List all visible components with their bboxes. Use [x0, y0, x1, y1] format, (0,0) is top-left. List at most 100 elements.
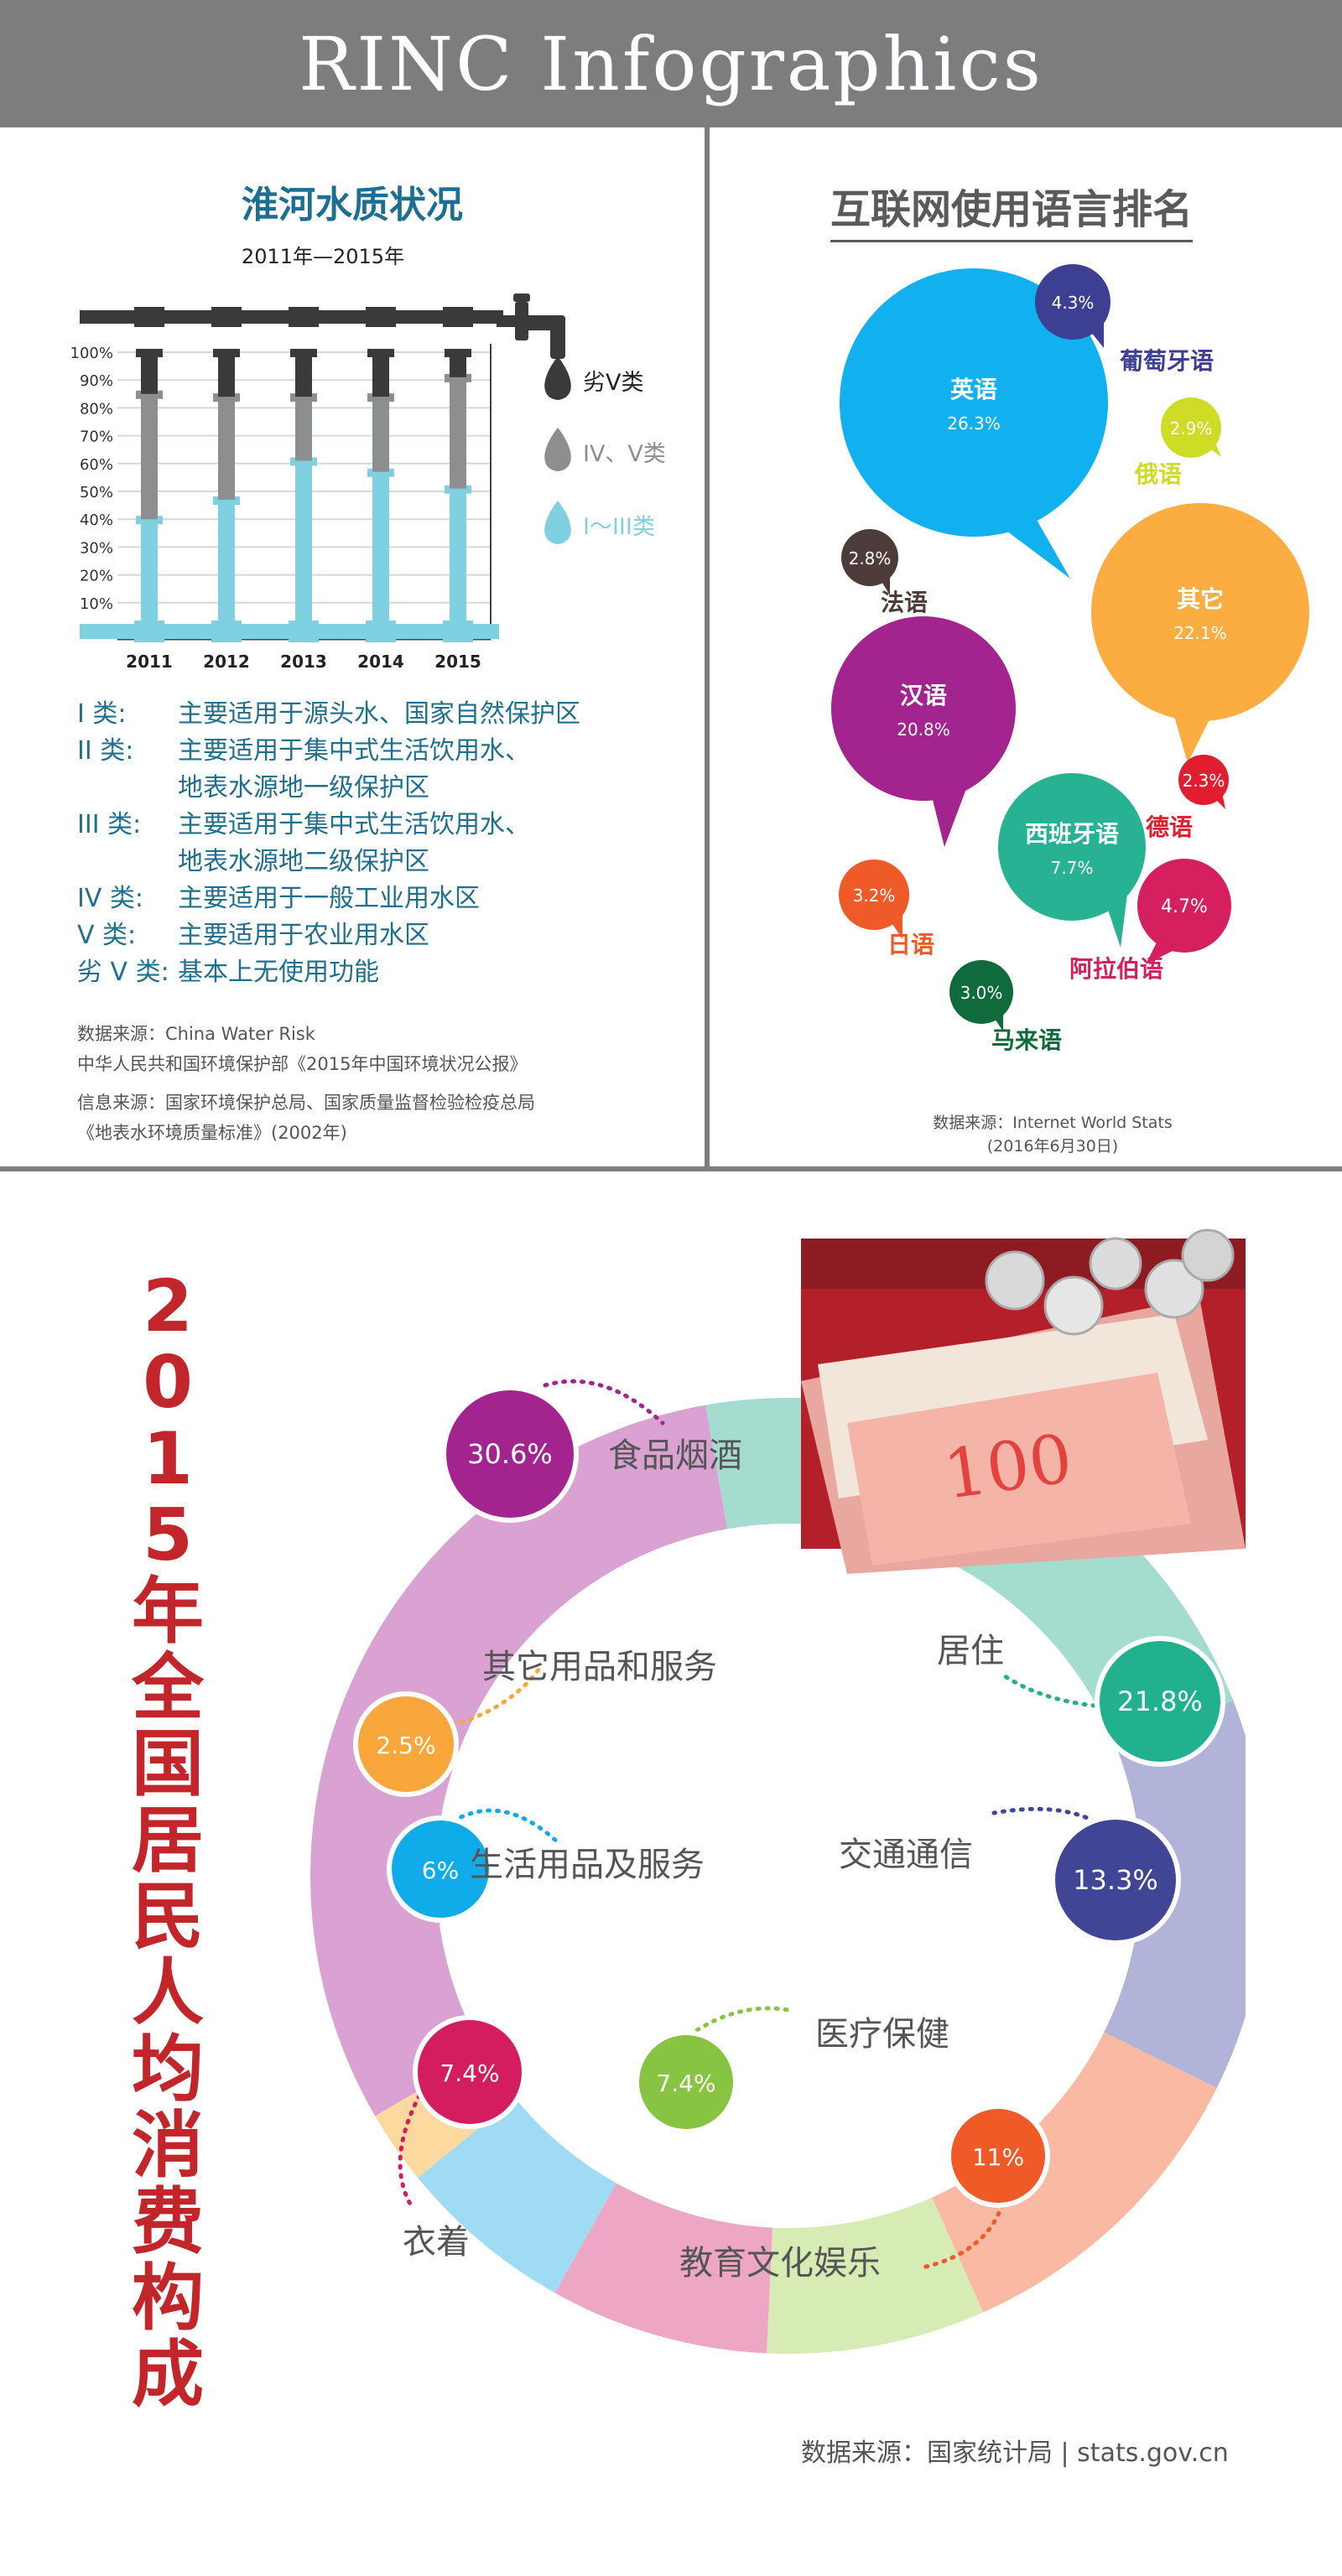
- consumption-source: 数据来源：国家统计局 | stats.gov.cn: [801, 2438, 1229, 2468]
- bubble-value: 4.7%: [1161, 896, 1208, 917]
- donut-segment: [767, 2197, 984, 2354]
- bar-segment: [372, 471, 389, 631]
- bubble-circle: [949, 960, 1013, 1024]
- bar-segment: [295, 397, 312, 461]
- spend-item: 7.4% 衣着: [398, 2015, 527, 2262]
- bubble-circle: [839, 860, 909, 930]
- donut-segment: [418, 2098, 616, 2293]
- dotted-arrow: [450, 1808, 560, 1845]
- bubble-value: 2.3%: [1183, 771, 1225, 791]
- category-label: 衣着: [403, 2223, 470, 2262]
- category-label: 其它用品和服务: [482, 1648, 717, 1686]
- definition-text: 地表水源地二级保护区: [178, 847, 429, 876]
- bar-segment: [218, 499, 235, 631]
- value-label: 7.4%: [440, 2059, 499, 2087]
- bubble-circle: [998, 773, 1146, 921]
- water-drop-icon: [544, 501, 571, 544]
- definition-row: IV 类: 主要适用于一般工业用水区: [77, 880, 580, 917]
- source-line: (2016年6月30日): [986, 1137, 1119, 1156]
- pipe-joint: [443, 621, 473, 642]
- donut-segment: [554, 2183, 772, 2354]
- value-circle: [1055, 1820, 1176, 1940]
- legend-label: IV、V类: [583, 441, 666, 467]
- title-character: 2: [143, 1265, 193, 1348]
- bubble-label: 日语: [887, 931, 934, 958]
- bubble-label: 西班牙语: [1025, 820, 1119, 848]
- pipe-joint: [367, 349, 394, 357]
- pipe-joint: [134, 621, 164, 642]
- water-sources: 数据来源：China Water Risk 中华人民共和国环境保护部《2015年…: [77, 1019, 535, 1148]
- title-character: 年: [132, 1570, 204, 1654]
- bar-segment: [372, 352, 389, 397]
- definition-text: 主要适用于集中式生活饮用水、: [178, 810, 530, 839]
- pipe-joint: [367, 468, 394, 477]
- pipe-joint: [289, 307, 319, 327]
- source-line: 数据来源：Internet World Stats: [933, 1114, 1173, 1132]
- bubble-circle: [1137, 859, 1231, 953]
- y-tick-label: 40%: [80, 512, 113, 529]
- value-label: 7.4%: [656, 2070, 715, 2097]
- spend-item: 7.4% 医疗保健: [634, 2006, 949, 2134]
- y-tick-label: 90%: [80, 372, 113, 390]
- x-tick-label: 2012: [203, 652, 250, 672]
- definition-class: I 类:: [77, 699, 127, 729]
- language-bubble: 英语 26.3%: [840, 268, 1108, 579]
- dotted-arrow: [991, 1806, 1097, 1824]
- definition-text: 主要适用于农业用水区: [178, 921, 429, 950]
- water-class-definitions: I 类: 主要适用于源头水、国家自然保护区 II 类: 主要适用于集中式生活饮用…: [77, 696, 580, 991]
- y-tick-label: 100%: [70, 345, 113, 362]
- language-source: 数据来源：Internet World Stats (2016年6月30日): [822, 1111, 1283, 1158]
- definition-row: III 类: 主要适用于集中式生活饮用水、 地表水源地二级保护区: [77, 807, 580, 880]
- bubble-label: 英语: [950, 376, 997, 403]
- definition-row: 劣 V 类: 基本上无使用功能: [77, 954, 580, 991]
- water-chart-title: 淮河水质状况: [242, 184, 463, 226]
- language-bubble: 4.7% 阿拉伯语: [1069, 859, 1231, 983]
- dotted-arrow: [450, 1664, 544, 1727]
- bubble-circle: [841, 529, 898, 586]
- title-character: 1: [143, 1417, 193, 1501]
- bubble-value: 22.1%: [1173, 623, 1227, 643]
- value-label: 30.6%: [467, 1438, 553, 1470]
- language-bubble: 2.3% 德语: [1146, 755, 1229, 841]
- spend-item: 2.5% 其它用品和服务: [353, 1648, 717, 1797]
- definition-class: 劣 V 类:: [77, 958, 169, 987]
- bar-segment: [141, 519, 158, 631]
- pipe-joint: [289, 621, 319, 642]
- value-circle: [446, 1390, 574, 1518]
- bubble-circle: [1161, 397, 1221, 458]
- value-circle: [418, 2020, 522, 2124]
- value-label: 6%: [422, 1857, 459, 1884]
- value-label: 2.5%: [376, 1732, 435, 1759]
- dotted-arrow: [1000, 1672, 1097, 1708]
- pipe-joint: [134, 307, 164, 327]
- category-label: 教育文化娱乐: [679, 2244, 881, 2283]
- value-circle: [358, 1696, 454, 1792]
- spend-item: 13.3% 交通通信: [839, 1806, 1181, 1945]
- y-tick-label: 60%: [80, 456, 113, 474]
- bar-segment: [450, 377, 466, 489]
- language-bubble: 汉语 20.8%: [831, 616, 1016, 847]
- donut-segment: [932, 2032, 1217, 2313]
- pipe-joint: [445, 349, 471, 357]
- language-bubble: 3.0% 马来语: [949, 960, 1062, 1054]
- y-tick-label: 50%: [80, 484, 113, 501]
- bubble-value: 2.8%: [849, 548, 892, 569]
- bar-segment: [450, 488, 466, 631]
- value-label: 21.8%: [1117, 1685, 1203, 1717]
- pipe-joint: [136, 390, 163, 399]
- language-bubble: 3.2% 日语: [839, 860, 934, 958]
- dotted-arrow: [543, 1379, 665, 1426]
- bubble-label: 其它: [1177, 585, 1224, 613]
- divider-horizontal: [0, 1166, 1342, 1171]
- language-bubble-chart: 英语 26.3% 其它 22.1% 汉语 20.8% 西班牙语 7.7% 4.7% 阿拉伯语 4.3…: [831, 264, 1309, 1054]
- bubble-value: 26.3%: [947, 413, 1001, 434]
- water-drop-icon: [544, 428, 571, 471]
- spend-item: 11% 教育文化娱乐: [679, 2104, 1050, 2283]
- bubble-label: 俄语: [1134, 460, 1182, 488]
- definition-text: 主要适用于集中式生活饮用水、: [178, 736, 530, 766]
- bubble-circle: [1091, 503, 1309, 721]
- pipe-joint: [213, 496, 240, 505]
- pipe-joint: [136, 349, 163, 357]
- title-character: 费: [132, 2180, 204, 2264]
